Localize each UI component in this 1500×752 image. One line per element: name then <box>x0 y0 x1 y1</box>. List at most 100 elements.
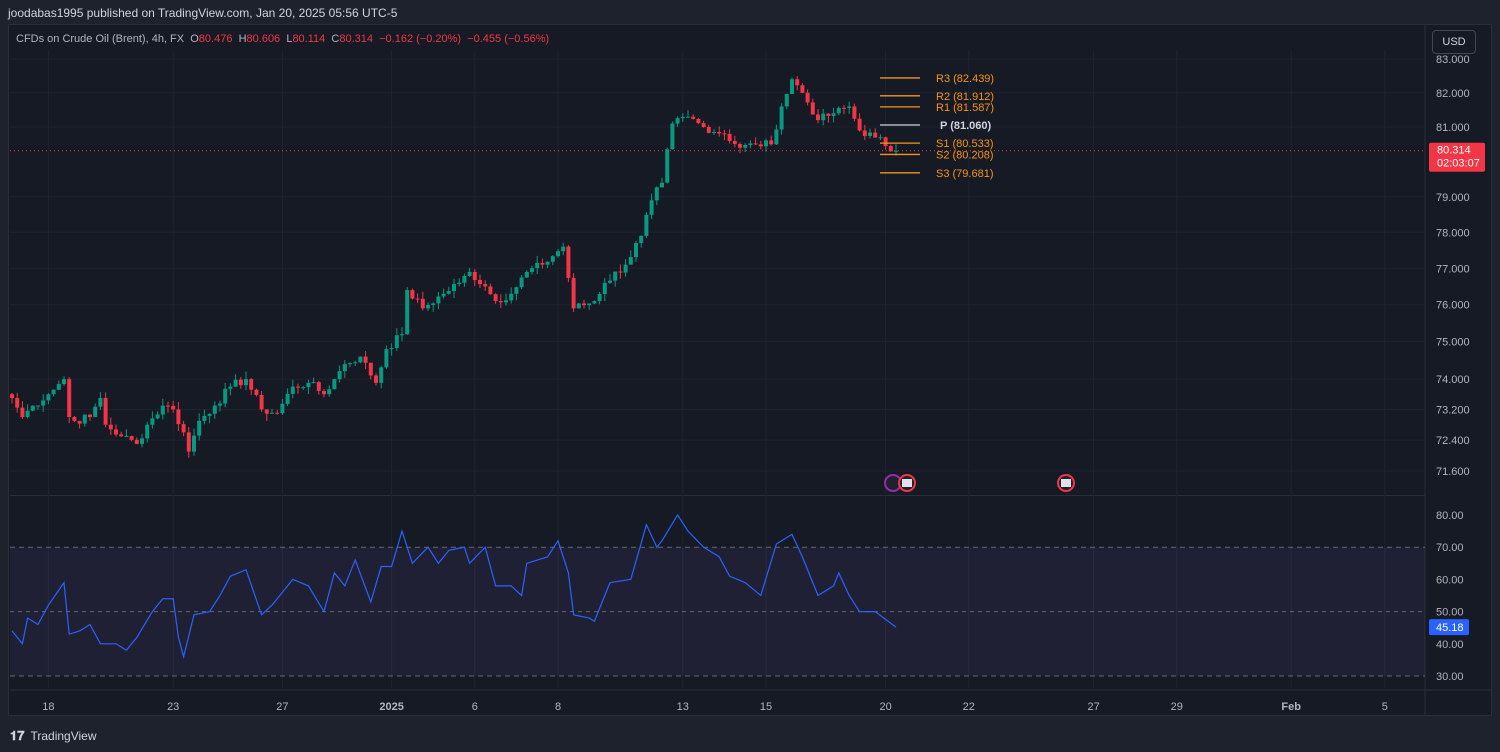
time-tick: 27 <box>276 701 288 713</box>
high-value: 80.606 <box>246 33 281 45</box>
candle-body <box>753 143 758 145</box>
candle-body <box>441 293 446 297</box>
open-label: O <box>190 33 199 45</box>
rsi-tick: 70.00 <box>1436 542 1464 554</box>
price-tick: 81.000 <box>1436 122 1470 134</box>
candle-body <box>722 133 727 135</box>
pivot-label: S3 (79.681) <box>936 168 993 180</box>
candle-body <box>280 403 285 414</box>
candle-body <box>618 271 623 273</box>
candle-body <box>264 409 269 414</box>
price-tick: 78.000 <box>1436 227 1470 239</box>
candle-body <box>608 280 612 283</box>
candle-body <box>519 277 524 288</box>
candle-body <box>368 362 373 376</box>
candle-body <box>649 200 654 215</box>
candle-body <box>426 304 430 309</box>
candle-body <box>270 412 274 414</box>
candle-body <box>821 113 826 121</box>
candle-body <box>670 123 675 150</box>
candles <box>10 76 898 458</box>
candle-body <box>873 132 878 138</box>
candle-body <box>509 293 514 301</box>
candle-body <box>842 107 846 109</box>
candle-body <box>140 438 144 444</box>
price-tick: 76.000 <box>1436 300 1470 312</box>
candle-body <box>62 379 66 385</box>
candle-body <box>405 290 410 335</box>
candle-body <box>634 243 638 258</box>
candle-body <box>784 93 789 107</box>
time-tick: 23 <box>167 701 179 713</box>
candle-body <box>717 131 722 134</box>
candle-body <box>701 123 706 128</box>
candle-body <box>327 389 332 395</box>
candle-body <box>254 389 259 395</box>
price-tick: 71.600 <box>1436 466 1470 478</box>
candle-body <box>296 386 300 388</box>
candle-body <box>82 414 87 424</box>
candle-body <box>675 118 680 124</box>
candle-body <box>171 405 176 410</box>
candle-body <box>160 405 165 415</box>
candle-body <box>72 417 77 421</box>
currency-button[interactable]: USD <box>1432 30 1476 54</box>
candle-body <box>587 303 592 306</box>
candle-body <box>644 214 649 236</box>
close-label: C <box>331 33 340 45</box>
time-tick: 8 <box>555 701 561 713</box>
candle-body <box>810 102 815 115</box>
candle-body <box>467 271 472 276</box>
candle-body <box>228 386 233 389</box>
candle-body <box>852 106 857 119</box>
price-tick: 77.000 <box>1436 263 1470 275</box>
candle-body <box>51 389 56 395</box>
candle-body <box>738 144 742 148</box>
candle-body <box>431 303 436 305</box>
candle-body <box>348 363 352 365</box>
candle-body <box>540 262 545 265</box>
candle-body <box>706 127 711 133</box>
rsi-tick: 40.00 <box>1436 639 1464 651</box>
rsi-line <box>11 513 897 660</box>
candle-body <box>410 290 415 299</box>
candle-body <box>774 129 779 145</box>
candle-body <box>186 432 191 452</box>
brand-name: TradingView <box>30 729 97 743</box>
candle-body <box>145 424 150 439</box>
flag-icon <box>902 479 912 487</box>
candle-body <box>795 79 800 86</box>
candle-body <box>805 92 810 103</box>
candle-body <box>124 436 129 438</box>
candle-body <box>119 434 124 437</box>
candle-body <box>108 424 113 430</box>
candle-body <box>244 379 248 386</box>
candle-body <box>530 268 534 272</box>
time-tick: 2025 <box>379 701 403 713</box>
candle-body <box>342 364 347 372</box>
candle-body <box>836 107 841 114</box>
candle-body <box>571 277 576 309</box>
candle-body <box>181 424 186 433</box>
candle-body <box>691 116 696 119</box>
candle-body <box>238 379 243 386</box>
candle-body <box>727 133 732 141</box>
candle-body <box>46 394 51 401</box>
price-tick: 82.000 <box>1436 88 1470 100</box>
candle-body <box>696 118 701 124</box>
close-value: 80.314 <box>339 33 373 45</box>
rsi-tick: 80.00 <box>1436 510 1464 522</box>
time-tick: 5 <box>1382 701 1388 713</box>
tradingview-logo-icon: 𝟏𝟕 <box>10 728 25 743</box>
candle-body <box>686 116 690 118</box>
candle-body <box>197 420 202 436</box>
candle-body <box>790 79 794 94</box>
candle-body <box>602 282 607 295</box>
chart-frame[interactable] <box>8 24 1492 716</box>
pivot-label: R3 (82.439) <box>936 73 994 85</box>
change-value-2: −0.455 (−0.56%) <box>467 33 550 45</box>
pane-divider <box>10 495 1425 496</box>
price-tick: 73.200 <box>1436 404 1470 416</box>
candle-body <box>613 271 618 281</box>
